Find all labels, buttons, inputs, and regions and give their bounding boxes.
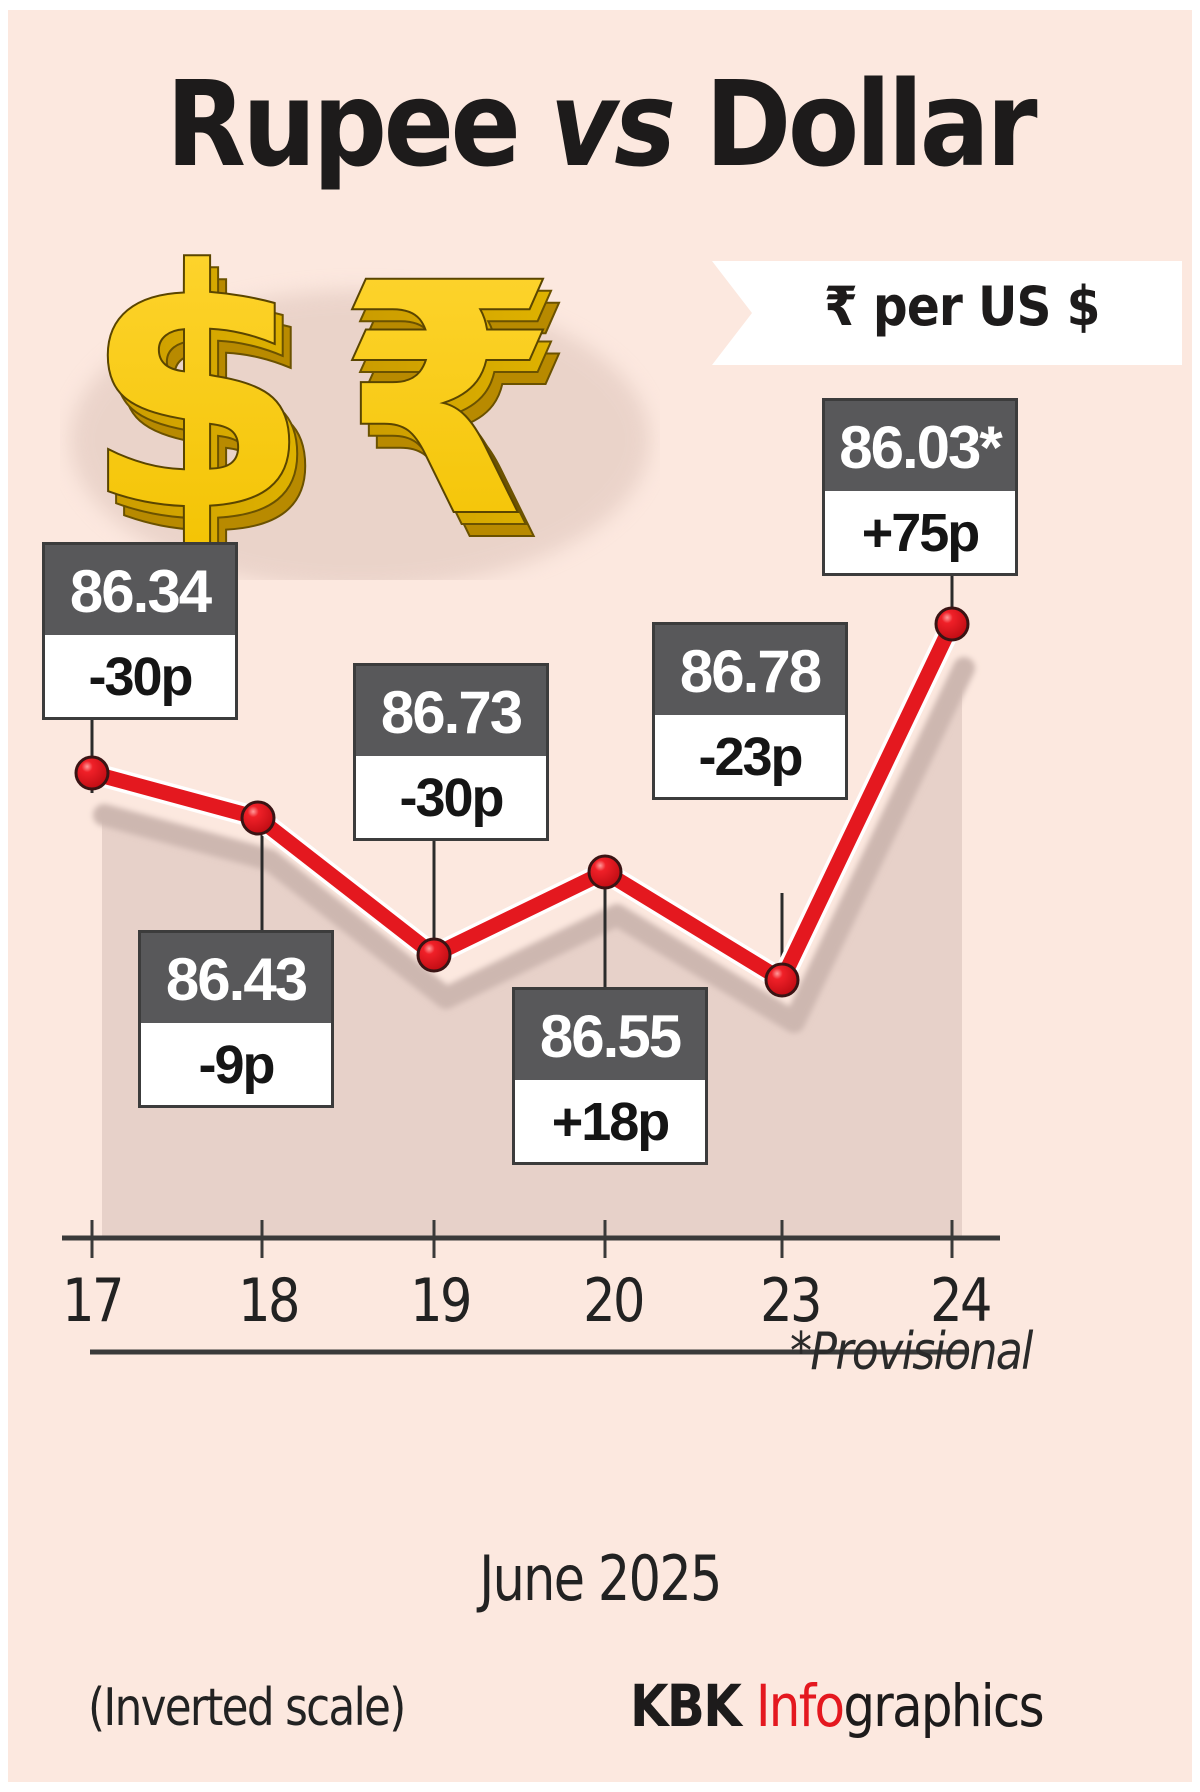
change-text: -30p — [45, 635, 235, 717]
chart-title: Rupee vs Dollar — [72, 55, 1128, 193]
value-label-19: 86.73 -30p — [353, 663, 549, 841]
svg-text:₹: ₹ — [336, 240, 559, 580]
point-marker-19[interactable] — [416, 937, 452, 973]
value-label-20: 86.55 +18p — [512, 987, 708, 1165]
credit-kbk: KBK — [630, 1672, 756, 1740]
x-tick-label-24: 24 — [930, 1266, 992, 1336]
change-text: -9p — [141, 1023, 331, 1105]
value-label-18: 86.43 -9p — [138, 930, 334, 1108]
x-tick-label-20: 20 — [583, 1266, 645, 1336]
unit-tag: ₹ per US $ — [712, 261, 1182, 365]
provisional-footnote: *Provisional — [790, 1322, 1033, 1382]
svg-text:₹: ₹ — [352, 240, 575, 580]
title-dollar: Dollar — [705, 55, 1037, 193]
source-credit: KBK Infographics — [630, 1672, 1045, 1740]
point-marker-23[interactable] — [764, 962, 800, 998]
svg-text:$: $ — [82, 240, 312, 580]
title-rupee: Rupee — [165, 55, 521, 193]
value-label-24: 86.03* +75p — [822, 398, 1018, 576]
change-text: -30p — [356, 756, 546, 838]
data-line — [84, 616, 960, 988]
svg-text:$: $ — [98, 240, 328, 580]
value-label-17: 86.34 -30p — [42, 542, 238, 720]
value-text: 86.34 — [45, 545, 235, 635]
svg-text:₹: ₹ — [344, 240, 567, 580]
point-marker-17[interactable] — [74, 755, 110, 791]
credit-graphics: graphics — [843, 1672, 1044, 1740]
point-marker-18[interactable] — [240, 800, 276, 836]
unit-label: ₹ per US $ — [824, 275, 1100, 338]
x-tick-label-18: 18 — [238, 1266, 300, 1336]
value-label-23: 86.78 -23p — [652, 622, 848, 800]
x-tick-label-17: 17 — [62, 1266, 124, 1336]
title-vs: vs — [550, 55, 676, 193]
point-marker-24[interactable] — [934, 606, 970, 642]
x-axis-ticks — [90, 1220, 954, 1258]
inverted-scale-note: (Inverted scale) — [88, 1678, 406, 1738]
change-text: +18p — [515, 1080, 705, 1162]
value-text: 86.03* — [825, 401, 1015, 491]
svg-text:$: $ — [90, 240, 320, 580]
change-text: +75p — [825, 491, 1015, 573]
x-tick-label-19: 19 — [410, 1266, 472, 1336]
dollar-3d-icon: $ $ $ — [81, 240, 329, 580]
currency-icons: $ $ $ ₹ ₹ ₹ — [70, 240, 650, 580]
value-text: 86.55 — [515, 990, 705, 1080]
rupee-3d-icon: ₹ ₹ ₹ — [335, 240, 576, 580]
change-text: -23p — [655, 715, 845, 797]
point-marker-20[interactable] — [587, 854, 623, 890]
line-shadow — [93, 657, 975, 1033]
x-axis-label: June 2025 — [479, 1542, 722, 1615]
value-text: 86.78 — [655, 625, 845, 715]
credit-info: Info — [755, 1672, 845, 1740]
x-tick-label-23: 23 — [760, 1266, 822, 1336]
value-text: 86.43 — [141, 933, 331, 1023]
value-text: 86.73 — [356, 666, 546, 756]
